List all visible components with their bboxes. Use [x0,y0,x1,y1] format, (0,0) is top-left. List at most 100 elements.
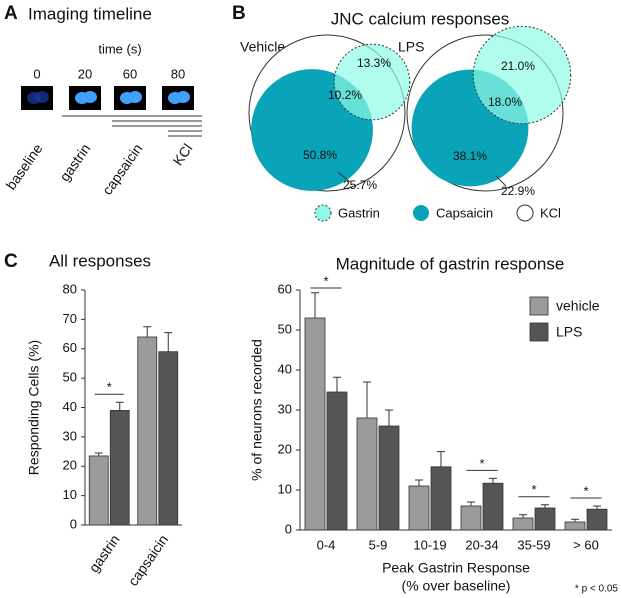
value-label: 21.0% [501,59,535,73]
bar [430,466,452,531]
y-axis-label: % of neurons recorded [249,339,265,481]
bar [378,425,400,531]
legend-swatch [529,296,549,316]
error-bar [519,514,527,518]
bar [88,455,109,526]
bar [408,485,430,531]
x-tick-label: 10-19 [413,537,446,552]
value-label: 10.2% [328,88,362,102]
error-bar [571,518,579,522]
significance-star: * [479,456,484,471]
y-tick-label: 50 [278,321,292,336]
legend-label: vehicle [556,298,600,314]
legend-swatch [314,204,332,222]
bar [356,417,378,531]
time-label: 60 [123,66,137,81]
y-tick-label: 50 [63,370,77,385]
bar [534,507,556,531]
time-label: 80 [171,66,185,81]
bar [326,391,348,531]
stage-label: capsaicin [99,141,146,198]
y-tick-label: 40 [278,361,292,376]
bar [460,505,482,531]
value-label: 25.7% [343,178,377,192]
error-bar [164,332,173,352]
cell [176,91,190,103]
error-bar [415,479,423,486]
error-bar [115,401,124,411]
value-label: 18.0% [488,95,522,109]
significance-star: * [107,380,112,395]
y-tick-label: 0 [285,521,292,536]
y-axis-label: Responding Cells (%) [26,340,42,475]
legend-label: KCl [540,205,561,220]
y-tick-label: 10 [278,481,292,496]
cell [35,91,49,103]
bar [158,351,179,526]
cell [128,91,142,103]
panel-label: A [4,3,18,24]
bar [512,517,534,531]
x-tick-label: 5-9 [369,537,388,552]
x-tick-label: 0-4 [317,537,336,552]
value-label: 50.8% [303,148,337,162]
legend-label: LPS [556,324,582,340]
stage-label: baseline [2,140,45,192]
panel-title: Imaging timeline [28,4,152,23]
x-axis-label: (% over baseline) [402,578,511,594]
error-bar [94,452,103,456]
x-tick-label: 20-34 [465,537,498,552]
timeline-bars [62,115,202,137]
x-tick-label: gastrin [86,532,123,576]
legend-label: Capsaicin [436,205,493,220]
legend-label: Gastrin [338,205,380,220]
value-label: 22.9% [501,184,535,198]
group-label: LPS [398,39,424,55]
bar [137,336,158,526]
stage-label: KCl [169,141,195,169]
legend-swatch [529,322,549,342]
legend-swatch [413,205,429,221]
significance-star: * [531,482,536,497]
x-tick-label: 35-59 [517,537,550,552]
time-label: 0 [33,66,40,81]
error-bar [467,501,475,506]
leader-line [495,175,507,187]
error-bar [437,451,445,467]
cell [83,91,97,103]
chart-title: JNC calcium responses [331,9,510,28]
bar [304,317,326,531]
error-bar [489,477,497,484]
y-tick-label: 60 [278,281,292,296]
bar [564,521,586,531]
axis-label: time (s) [98,41,141,56]
x-axis-label: Peak Gastrin Response [382,560,530,576]
significance-star: * [583,483,588,498]
panel-label: B [232,3,246,24]
significance-star: * [323,273,328,288]
y-tick-label: 30 [278,401,292,416]
leader-line [337,171,351,183]
y-tick-label: 20 [278,441,292,456]
y-tick-label: 10 [63,487,77,502]
y-tick-label: 20 [63,458,77,473]
time-label: 20 [78,66,92,81]
value-label: 38.1% [453,149,487,163]
y-tick-label: 30 [63,428,77,443]
y-tick-label: 60 [63,340,77,355]
stage-label: gastrin [56,141,93,185]
gastrin-circle [333,43,411,121]
error-bar [333,376,341,392]
bar [109,410,130,526]
error-bar [363,381,371,418]
group-label: Vehicle [240,39,285,55]
chart-title: All responses [49,251,151,270]
value-label: 13.3% [357,56,391,70]
panel-label: C [4,251,18,272]
gastrin-circle [472,25,572,125]
error-bar [385,409,393,426]
error-bar [311,292,319,318]
bar [586,508,608,531]
error-bar [593,505,601,510]
